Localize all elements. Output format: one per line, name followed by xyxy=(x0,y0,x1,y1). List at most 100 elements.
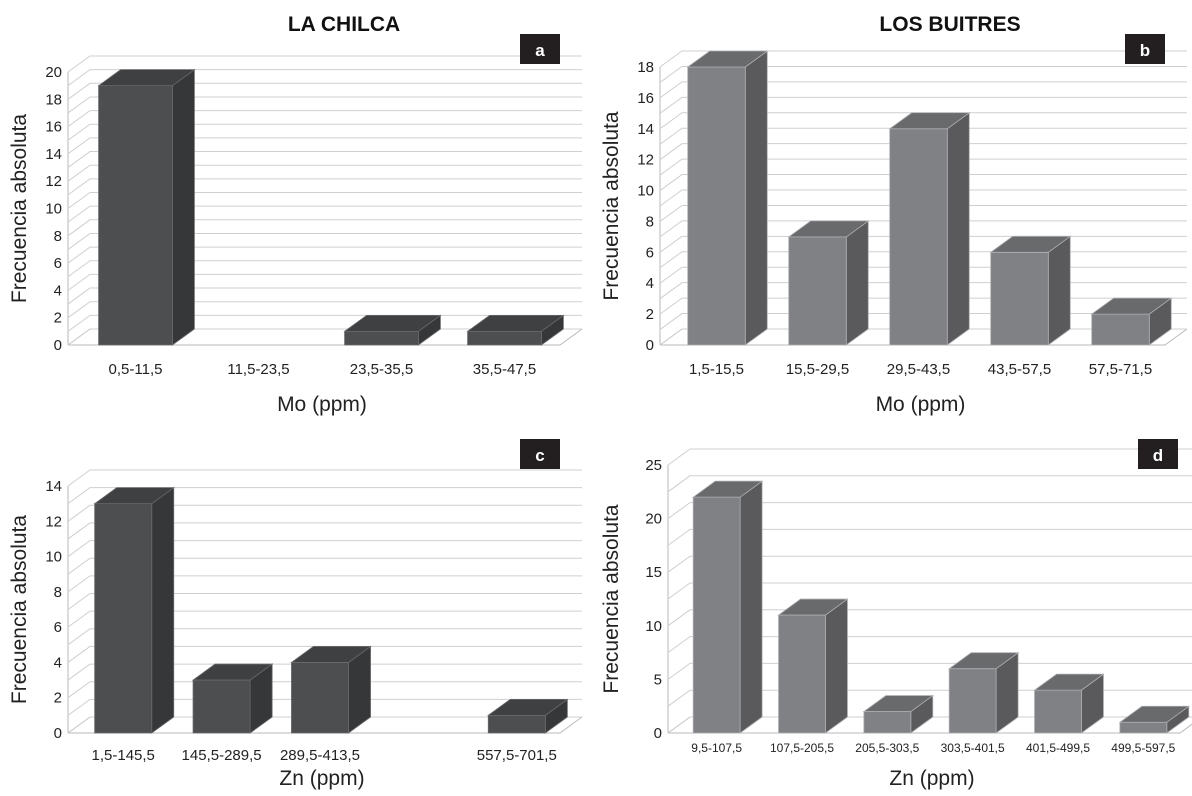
x-tick-label: 0,5-11,5 xyxy=(109,361,163,378)
x-axis-label: Mo (ppm) xyxy=(876,393,966,416)
bar-c-2 xyxy=(291,662,349,734)
x-tick-label: 499,5-597,5 xyxy=(1111,741,1175,755)
x-tick-label: 107,5-205,5 xyxy=(770,741,834,755)
bar-b-4 xyxy=(1091,313,1150,346)
bar-top-b-3 xyxy=(989,235,1072,253)
y-tick-label: 16 xyxy=(637,90,654,107)
y-tick-label: 8 xyxy=(54,228,62,245)
x-tick-label: 289,5-413,5 xyxy=(280,747,360,764)
y-tick-label: 6 xyxy=(646,244,654,261)
x-tick-label: 23,5-35,5 xyxy=(350,361,413,378)
y-tick-label: 10 xyxy=(637,183,654,200)
bar-top-d-1 xyxy=(777,598,849,616)
y-axis-label: Frecuencia absoluta xyxy=(8,515,31,704)
gridline xyxy=(67,593,582,610)
chart-panel-d: 0 5 10 15 20 25 9,5-107,5 107,5-205,5 205,5-303,… xyxy=(600,439,1192,790)
bar-c-4 xyxy=(487,714,546,734)
y-tick-label: 25 xyxy=(645,457,662,474)
panel-badge-letter: a xyxy=(535,41,545,60)
x-tick-label: 1,5-145,5 xyxy=(92,747,155,764)
y-tick-label: 12 xyxy=(45,173,62,190)
gridline xyxy=(667,502,1192,520)
bar-top-b-1 xyxy=(787,220,870,238)
y-tick-label: 0 xyxy=(54,725,62,742)
gridline xyxy=(659,81,1187,99)
y-tick-label: 14 xyxy=(45,146,62,163)
bar-c-0 xyxy=(94,503,153,734)
panel-badge xyxy=(520,439,560,469)
gridline xyxy=(659,204,1187,222)
x-tick-label: 57,5-71,5 xyxy=(1089,361,1152,378)
y-tick-label: 2 xyxy=(54,690,62,707)
gridline xyxy=(659,96,1187,114)
y-tick-label: 4 xyxy=(54,654,62,671)
gridline xyxy=(67,69,582,87)
bar-b-2 xyxy=(889,128,948,346)
bar-top-d-0 xyxy=(691,480,764,498)
bar-top-b-2 xyxy=(888,112,971,130)
gridline xyxy=(67,164,582,182)
y-tick-label: 16 xyxy=(45,119,62,136)
bar-side-d-0 xyxy=(739,480,763,734)
x-axis-label: Zn (ppm) xyxy=(889,767,974,790)
gridline xyxy=(67,628,582,646)
y-tick-label: 6 xyxy=(54,255,62,272)
panel-badge xyxy=(520,34,560,64)
y-tick-label: 8 xyxy=(646,213,654,230)
bar-c-1 xyxy=(192,679,251,734)
bar-d-4 xyxy=(1034,689,1082,734)
bar-d-5 xyxy=(1119,721,1168,734)
x-tick-label: 303,5-401,5 xyxy=(941,741,1005,755)
bar-top-c-1 xyxy=(191,663,274,681)
y-tick-label: 20 xyxy=(45,64,62,81)
column-title-la-chilca: LA CHILCA xyxy=(288,13,400,36)
gridline xyxy=(667,716,1192,734)
x-tick-label: 401,5-499,5 xyxy=(1026,741,1090,755)
bar-top-b-0 xyxy=(686,50,769,68)
gridline xyxy=(659,189,1187,207)
gridline xyxy=(667,555,1192,573)
x-tick-label: 205,5-303,5 xyxy=(855,741,919,755)
y-tick-label: 18 xyxy=(637,59,654,76)
y-axis-label: Frecuencia absoluta xyxy=(600,504,623,693)
panel-badge xyxy=(1125,34,1165,64)
gridline xyxy=(67,540,582,557)
bar-side-b-3 xyxy=(1047,235,1071,346)
gridline xyxy=(67,645,582,663)
y-tick-label: 4 xyxy=(54,282,62,299)
bar-top-a-2 xyxy=(343,314,442,332)
gridline xyxy=(67,260,582,278)
bar-a-3 xyxy=(467,330,542,346)
x-tick-label: 29,5-43,5 xyxy=(887,361,950,378)
bar-d-0 xyxy=(692,496,741,734)
gridline xyxy=(67,504,582,522)
gridline xyxy=(67,246,582,264)
gridline xyxy=(667,582,1192,600)
gridline xyxy=(659,220,1187,238)
bar-top-c-0 xyxy=(93,487,175,505)
gridline xyxy=(659,112,1187,130)
x-tick-label: 43,5-57,5 xyxy=(988,361,1051,378)
y-tick-label: 2 xyxy=(646,306,654,323)
gridline xyxy=(659,50,1187,68)
y-tick-label: 18 xyxy=(45,91,62,108)
gridline xyxy=(67,575,582,593)
y-tick-label: 5 xyxy=(654,671,662,688)
gridline xyxy=(67,716,582,734)
bar-b-0 xyxy=(687,66,746,346)
bar-top-d-5 xyxy=(1118,705,1191,723)
gridline xyxy=(667,475,1192,493)
gridline xyxy=(659,143,1187,161)
bar-d-2 xyxy=(863,711,912,734)
bar-side-a-0 xyxy=(172,68,195,346)
x-axis-label: Zn (ppm) xyxy=(279,767,364,790)
gridline xyxy=(667,636,1192,654)
gridline xyxy=(67,522,582,540)
gridline xyxy=(67,55,582,73)
y-tick-label: 12 xyxy=(45,513,62,530)
chart-panel-b: 0 2 4 6 8 10 12 14 16 18 1,5-15,5 15,5-29,5 29,5-43,… xyxy=(600,34,1188,416)
gridline xyxy=(67,205,582,223)
bar-top-d-4 xyxy=(1033,673,1105,691)
